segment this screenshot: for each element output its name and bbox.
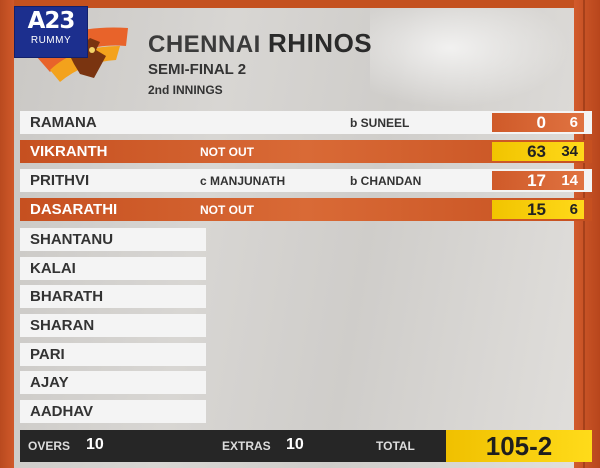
yet-to-bat-item: BHARATH — [20, 285, 206, 308]
dismissal-bowler: b CHANDAN — [350, 173, 422, 188]
batsman-name: RAMANA — [30, 114, 97, 131]
dismissal-fielder: c MANJUNATH — [200, 173, 286, 188]
score-box: 17 14 — [492, 171, 584, 190]
batsman-status: NOT OUT — [200, 144, 254, 159]
overs-value: 10 — [86, 436, 104, 453]
runs: 15 — [527, 199, 546, 219]
yet-to-bat-item: PARI — [20, 343, 206, 366]
extras-value: 10 — [286, 436, 304, 453]
background-glow — [370, 8, 570, 108]
frame-right — [574, 0, 600, 468]
balls: 6 — [569, 201, 578, 218]
extras-label: EXTRAS — [222, 439, 271, 453]
balls: 34 — [561, 143, 578, 160]
batsman-name: DASARATHI — [30, 201, 118, 218]
innings-label: 2nd INNINGS — [148, 83, 223, 97]
team-name-first: CHENNAI — [148, 31, 261, 58]
runs: 0 — [536, 112, 546, 132]
match-stage: SEMI-FINAL 2 — [148, 61, 247, 78]
score-box: 15 6 — [492, 200, 584, 219]
total-score: 105-2 — [446, 430, 592, 462]
frame-left — [0, 0, 14, 468]
sponsor-logo-subtext: RUMMY — [30, 35, 72, 46]
team-name: CHENNAI RHINOS — [148, 28, 372, 59]
yet-to-bat-item: AJAY — [20, 371, 206, 394]
score-box: 0 6 — [492, 113, 584, 132]
summary-bar: OVERS 10 EXTRAS 10 TOTAL 105-2 — [20, 430, 592, 462]
runs: 17 — [527, 170, 546, 190]
batsman-status: NOT OUT — [200, 202, 254, 217]
yet-to-bat-item: SHARAN — [20, 314, 206, 337]
batsman-name: VIKRANTH — [30, 143, 108, 160]
total-label: TOTAL — [376, 439, 415, 453]
sponsor-logo: A23 RUMMY — [14, 6, 88, 58]
balls: 14 — [561, 172, 578, 189]
batsman-row: VIKRANTH NOT OUT 63 34 — [20, 140, 592, 163]
score-box: 63 34 — [492, 142, 584, 161]
balls: 6 — [569, 114, 578, 131]
frame-top — [0, 0, 600, 8]
team-name-second: RHINOS — [268, 28, 373, 58]
runs: 63 — [527, 141, 546, 161]
dismissal-bowler: b SUNEEL — [350, 115, 410, 130]
yet-to-bat-item: SHANTANU — [20, 228, 206, 251]
batsman-name: PRITHVI — [30, 172, 90, 189]
yet-to-bat-item: AADHAV — [20, 400, 206, 423]
yet-to-bat-item: KALAI — [20, 257, 206, 280]
batsman-row: RAMANA b SUNEEL 0 6 — [20, 111, 592, 134]
batsman-row: PRITHVI c MANJUNATH b CHANDAN 17 14 — [20, 169, 592, 192]
sponsor-logo-text: A23 — [27, 8, 76, 34]
overs-label: OVERS — [28, 439, 71, 453]
batsman-row: DASARATHI NOT OUT 15 6 — [20, 198, 592, 221]
